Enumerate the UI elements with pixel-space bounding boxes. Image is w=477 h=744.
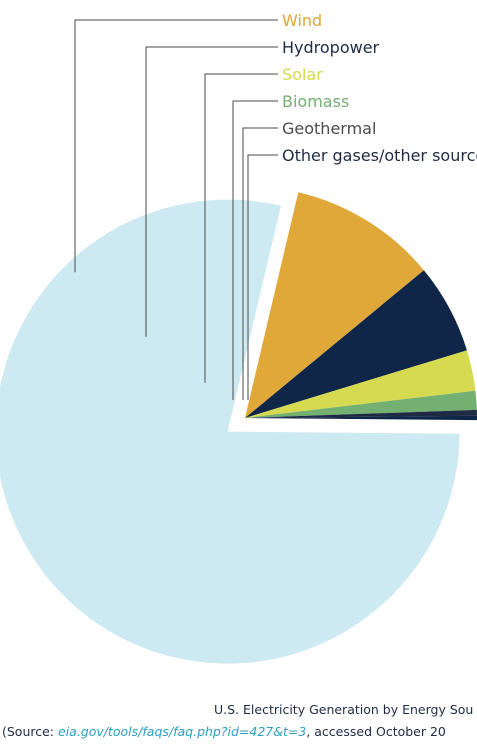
legend-label-solar: Solar — [282, 65, 323, 84]
pie-slice-wind — [245, 192, 424, 418]
source-link[interactable]: eia.gov/tools/faqs/faq.php?id=427&t=3 — [58, 724, 307, 739]
leader-line — [232, 100, 278, 400]
leader-line — [247, 154, 278, 400]
source-suffix: , accessed October 20 — [306, 724, 446, 739]
pie-slice-geothermal — [245, 409, 477, 418]
source-prefix: (Source: — [2, 724, 58, 739]
pie-slice-solar — [245, 350, 476, 418]
legend-leader-lines — [74, 19, 278, 400]
pie-slices — [0, 192, 477, 664]
leader-line — [204, 73, 278, 383]
pie-slice-hydropower — [245, 270, 467, 418]
pie-slice-biomass — [245, 390, 477, 418]
pie-slice-other-gases-other-source — [245, 415, 477, 421]
legend-label-wind: Wind — [282, 11, 322, 30]
legend-label-other-gases-other-source: Other gases/other source — [282, 146, 477, 165]
leader-line — [74, 19, 278, 273]
chart-source: (Source: eia.gov/tools/faqs/faq.php?id=4… — [2, 724, 477, 739]
pie-slice-unlabeled — [0, 199, 460, 664]
chart-caption: U.S. Electricity Generation by Energy So… — [214, 702, 474, 717]
legend-label-biomass: Biomass — [282, 92, 349, 111]
leader-line — [242, 127, 278, 400]
leader-line — [145, 46, 278, 337]
legend-label-hydropower: Hydropower — [282, 38, 380, 57]
legend-label-geothermal: Geothermal — [282, 119, 376, 138]
legend: Wind Hydropower Solar Biomass Geothermal Othe… — [282, 11, 477, 165]
